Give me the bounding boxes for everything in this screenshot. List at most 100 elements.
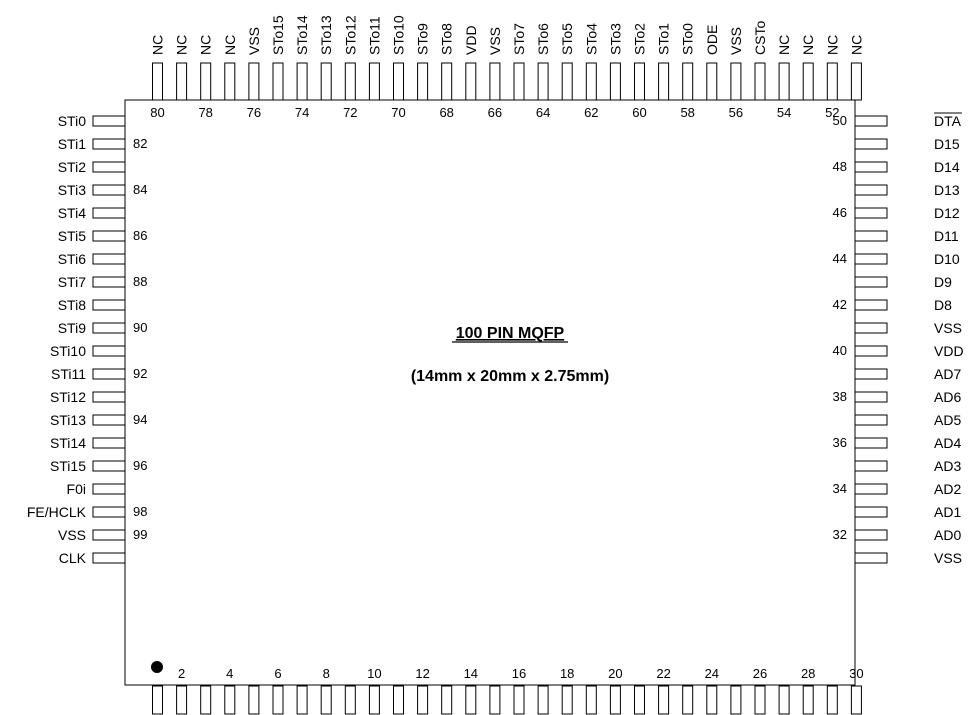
- top-pin-label-sto15: STo15: [270, 15, 286, 55]
- right-pin-label-d8: D8: [934, 297, 952, 313]
- left-pin-label-sti2: STi2: [58, 159, 86, 175]
- left-pin-lead: [92, 460, 126, 472]
- top-pin-lead: [248, 62, 260, 101]
- right-pin-label-ad2: AD2: [934, 481, 961, 497]
- top-pin-lead: [634, 62, 645, 101]
- top-pin-lead: [152, 62, 163, 101]
- right-pin-label-ad7: AD7: [934, 366, 961, 382]
- top-pin-lead: [417, 62, 429, 101]
- right-pin-label-vss: VSS: [934, 320, 962, 336]
- top-pin-label-sto7: STo7: [511, 23, 527, 55]
- bottom-pin-lead: [682, 685, 694, 715]
- bottom-pin-lead: [272, 685, 284, 715]
- right-pin-lead: [854, 276, 888, 288]
- left-pin-lead: [92, 161, 126, 173]
- bottom-pin-lead: [176, 685, 188, 715]
- left-pin-label-sti14: STi14: [50, 435, 86, 451]
- bottom-pin-number: 18: [560, 666, 574, 681]
- top-pin-number: 74: [295, 105, 309, 120]
- left-pin-lead: [92, 368, 126, 380]
- bottom-pin-lead: [344, 685, 356, 715]
- top-pin-lead: [850, 62, 862, 101]
- top-pin-label-nc: NC: [848, 35, 864, 55]
- right-pin-number: 40: [833, 343, 847, 358]
- top-pin-lead: [826, 62, 838, 101]
- right-pin-lead: [854, 161, 888, 173]
- top-pin-number: 52: [825, 105, 839, 120]
- top-pin-lead: [682, 62, 694, 101]
- left-pin-lead: [92, 391, 126, 403]
- left-pin-lead: [92, 437, 126, 449]
- top-pin-lead: [368, 62, 380, 101]
- right-pin-lead: [854, 138, 888, 150]
- top-pin-lead: [176, 62, 188, 101]
- package-title: 100 PIN MQFP: [456, 325, 565, 342]
- left-pin-number: 98: [133, 504, 147, 519]
- right-pin-lead: [854, 552, 888, 564]
- top-pin-label-sto9: STo9: [415, 23, 431, 55]
- bottom-pin-lead: [393, 685, 404, 715]
- right-pin-lead: [854, 460, 888, 472]
- left-pin-lead: [92, 506, 126, 518]
- right-pin-lead: [854, 368, 888, 380]
- left-pin-number: 92: [133, 366, 147, 381]
- bottom-pin-lead: [826, 685, 838, 715]
- bottom-pin-lead: [802, 685, 814, 715]
- top-pin-label-csto: CSTo: [752, 21, 768, 55]
- left-pin-label-vss: VSS: [58, 527, 86, 543]
- top-pin-label-sto11: STo11: [366, 16, 382, 55]
- right-pin-label-d12: D12: [934, 205, 960, 221]
- bottom-pin-lead: [489, 685, 501, 715]
- bottom-pin-lead: [152, 685, 163, 715]
- top-pin-lead: [200, 62, 212, 101]
- right-pin-lead: [854, 345, 888, 357]
- right-pin-number: 48: [833, 159, 847, 174]
- left-pin-label-sti9: STi9: [58, 320, 86, 336]
- left-pin-number: 88: [133, 274, 147, 289]
- right-pin-number: 36: [833, 435, 847, 450]
- top-pin-label-vss: VSS: [487, 27, 503, 55]
- top-pin-number: 56: [729, 105, 743, 120]
- top-pin-number: 70: [391, 105, 405, 120]
- left-pin-number: 94: [133, 412, 147, 427]
- right-pin-label-ad4: AD4: [934, 435, 961, 451]
- left-pin-lead: [92, 414, 126, 426]
- top-pin-label-vss: VSS: [728, 27, 744, 55]
- top-pin-label-sto3: STo3: [607, 23, 623, 55]
- bottom-pin-lead: [706, 685, 718, 715]
- left-pin-lead: [92, 483, 126, 495]
- top-pin-number: 72: [343, 105, 357, 120]
- top-pin-label-sto4: STo4: [583, 23, 599, 55]
- top-pin-lead: [296, 62, 308, 101]
- bottom-pin-lead: [417, 685, 429, 715]
- bottom-pin-lead: [200, 685, 212, 715]
- top-pin-label-sto5: STo5: [559, 23, 575, 55]
- right-pin-number: 46: [833, 205, 847, 220]
- right-pin-lead: [854, 184, 888, 196]
- top-pin-number: 54: [777, 105, 791, 120]
- top-pin-number: 62: [584, 105, 598, 120]
- top-pin-number: 66: [488, 105, 502, 120]
- right-pin-number: 50: [833, 113, 847, 128]
- bottom-pin-lead: [296, 685, 308, 715]
- bottom-pin-number: 12: [415, 666, 429, 681]
- bottom-pin-number: 24: [705, 666, 719, 681]
- right-pin-lead: [854, 115, 888, 127]
- left-pin-lead: [92, 207, 126, 219]
- top-pin-label-sto10: STo10: [391, 15, 407, 55]
- left-pin-label-sti11: STi11: [51, 366, 86, 382]
- right-pin-number: 42: [833, 297, 847, 312]
- top-pin-label-sto14: STo14: [294, 15, 310, 55]
- bottom-pin-number: 30: [849, 666, 863, 681]
- top-pin-lead: [754, 62, 766, 101]
- bottom-pin-lead: [537, 685, 549, 715]
- left-pin-number: 99: [133, 527, 147, 542]
- right-pin-lead: [854, 483, 888, 495]
- bottom-pin-lead: [658, 685, 670, 715]
- bottom-pin-lead: [248, 685, 260, 715]
- pin-1-indicator-dot: [151, 661, 163, 673]
- top-pin-label-vss: VSS: [246, 27, 262, 55]
- top-pin-label-sto1: STo1: [656, 23, 672, 55]
- right-pin-label-ad6: AD6: [934, 389, 961, 405]
